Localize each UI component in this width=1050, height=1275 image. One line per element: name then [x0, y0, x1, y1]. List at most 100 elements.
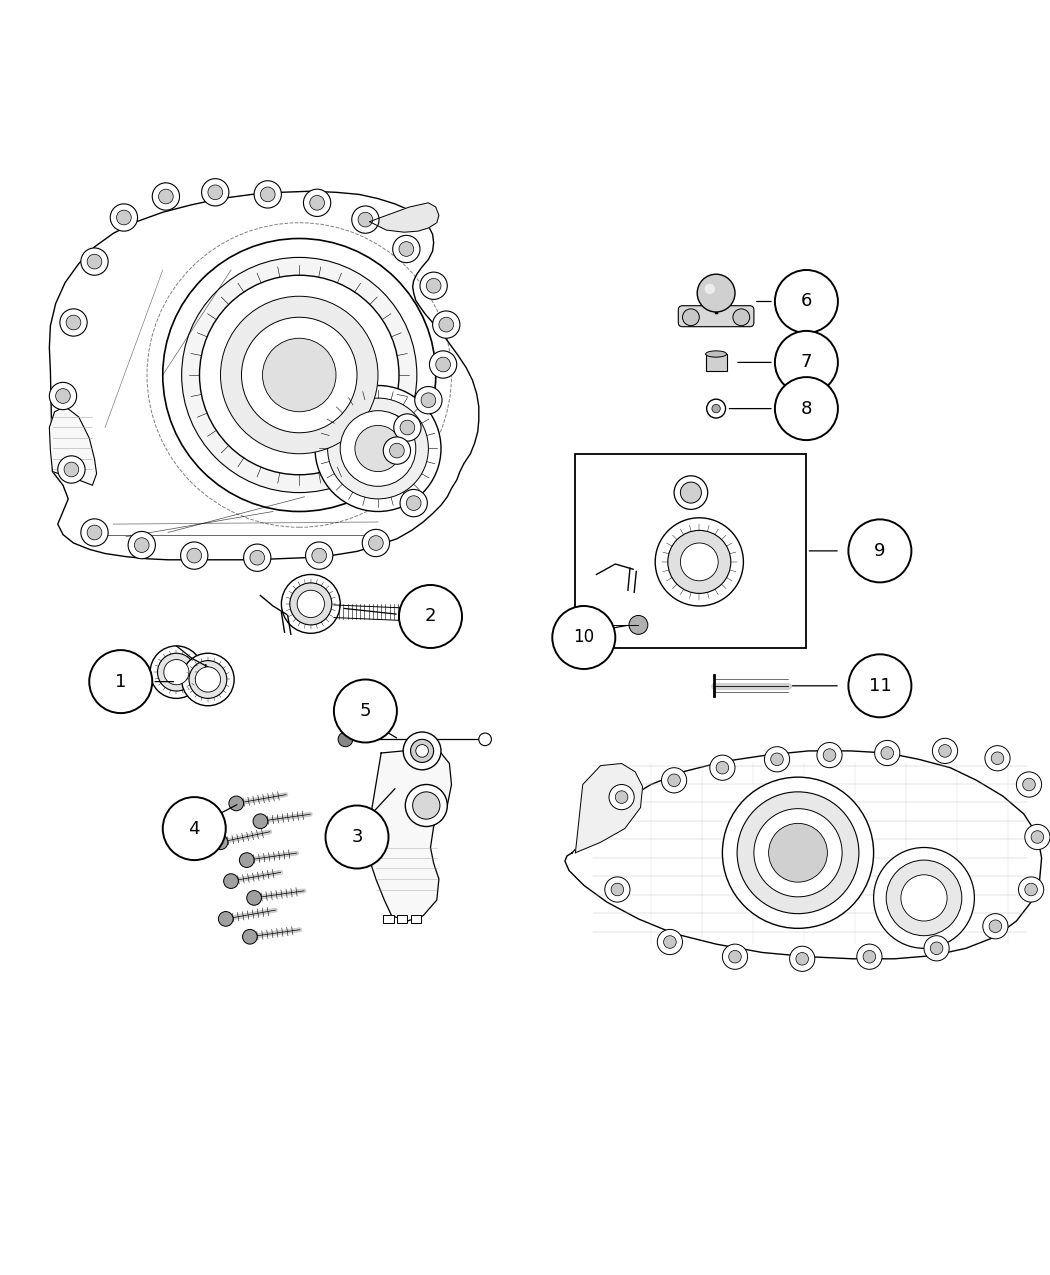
- Circle shape: [874, 848, 974, 949]
- Circle shape: [406, 496, 421, 510]
- Polygon shape: [575, 764, 643, 853]
- Circle shape: [668, 530, 731, 593]
- Circle shape: [358, 212, 373, 227]
- Circle shape: [857, 944, 882, 969]
- Text: 5: 5: [360, 703, 371, 720]
- Circle shape: [985, 746, 1010, 771]
- Circle shape: [881, 747, 894, 760]
- Circle shape: [315, 385, 441, 511]
- Circle shape: [338, 732, 353, 747]
- Circle shape: [81, 247, 108, 275]
- Circle shape: [189, 660, 227, 699]
- Circle shape: [420, 272, 447, 300]
- Circle shape: [64, 462, 79, 477]
- Circle shape: [383, 437, 411, 464]
- Circle shape: [932, 738, 958, 764]
- Circle shape: [901, 875, 947, 921]
- Circle shape: [56, 389, 70, 403]
- Circle shape: [163, 797, 226, 861]
- Circle shape: [629, 616, 648, 635]
- Circle shape: [117, 210, 131, 224]
- Circle shape: [87, 525, 102, 539]
- Circle shape: [655, 518, 743, 606]
- Circle shape: [848, 654, 911, 718]
- Circle shape: [722, 778, 874, 928]
- Circle shape: [1031, 831, 1044, 843]
- Circle shape: [429, 351, 457, 379]
- Circle shape: [817, 742, 842, 768]
- Circle shape: [406, 597, 446, 636]
- Circle shape: [326, 806, 388, 868]
- Circle shape: [769, 824, 827, 882]
- Circle shape: [195, 667, 220, 692]
- Circle shape: [66, 315, 81, 330]
- Circle shape: [355, 426, 401, 472]
- Circle shape: [399, 242, 414, 256]
- Circle shape: [775, 332, 838, 394]
- Circle shape: [164, 659, 189, 685]
- Circle shape: [705, 283, 715, 295]
- Circle shape: [182, 258, 417, 492]
- Circle shape: [1025, 825, 1050, 849]
- Bar: [411, 914, 421, 923]
- Circle shape: [399, 585, 462, 648]
- Circle shape: [159, 189, 173, 204]
- Circle shape: [394, 414, 421, 441]
- Circle shape: [1023, 778, 1035, 790]
- Circle shape: [312, 548, 327, 564]
- Circle shape: [764, 747, 790, 771]
- Circle shape: [421, 393, 436, 408]
- Text: 10: 10: [573, 629, 594, 646]
- Circle shape: [426, 278, 441, 293]
- Circle shape: [1025, 884, 1037, 896]
- FancyBboxPatch shape: [678, 306, 754, 326]
- Polygon shape: [368, 747, 452, 921]
- Circle shape: [983, 914, 1008, 938]
- Circle shape: [49, 382, 77, 409]
- Circle shape: [924, 936, 949, 961]
- Bar: [575, 454, 806, 648]
- Circle shape: [224, 873, 238, 889]
- Circle shape: [208, 185, 223, 200]
- Circle shape: [605, 877, 630, 903]
- Circle shape: [405, 784, 447, 826]
- Text: 3: 3: [352, 827, 362, 847]
- Text: 6: 6: [801, 292, 812, 311]
- Circle shape: [328, 398, 428, 499]
- Circle shape: [220, 296, 378, 454]
- Circle shape: [737, 792, 859, 914]
- Circle shape: [244, 544, 271, 571]
- Circle shape: [680, 543, 718, 581]
- Text: 2: 2: [425, 607, 436, 626]
- Circle shape: [213, 835, 228, 849]
- Ellipse shape: [706, 351, 727, 357]
- Circle shape: [200, 275, 399, 474]
- Circle shape: [150, 646, 203, 699]
- Text: 4: 4: [189, 820, 200, 838]
- Circle shape: [712, 404, 720, 413]
- Circle shape: [110, 204, 138, 231]
- Circle shape: [60, 309, 87, 337]
- Circle shape: [668, 774, 680, 787]
- Text: 9: 9: [875, 542, 885, 560]
- Circle shape: [415, 386, 442, 414]
- Circle shape: [989, 921, 1002, 932]
- Circle shape: [163, 238, 436, 511]
- Text: 7: 7: [801, 353, 812, 371]
- Circle shape: [281, 575, 340, 634]
- Circle shape: [262, 338, 336, 412]
- Circle shape: [415, 604, 438, 629]
- Circle shape: [875, 741, 900, 765]
- Circle shape: [416, 745, 428, 757]
- Circle shape: [253, 813, 268, 829]
- Bar: [706, 354, 727, 371]
- Circle shape: [939, 745, 951, 757]
- Circle shape: [352, 207, 379, 233]
- Circle shape: [89, 650, 152, 713]
- Circle shape: [152, 182, 180, 210]
- Circle shape: [722, 944, 748, 969]
- Circle shape: [369, 536, 383, 551]
- Bar: [383, 914, 394, 923]
- Circle shape: [754, 808, 842, 896]
- Circle shape: [664, 936, 676, 949]
